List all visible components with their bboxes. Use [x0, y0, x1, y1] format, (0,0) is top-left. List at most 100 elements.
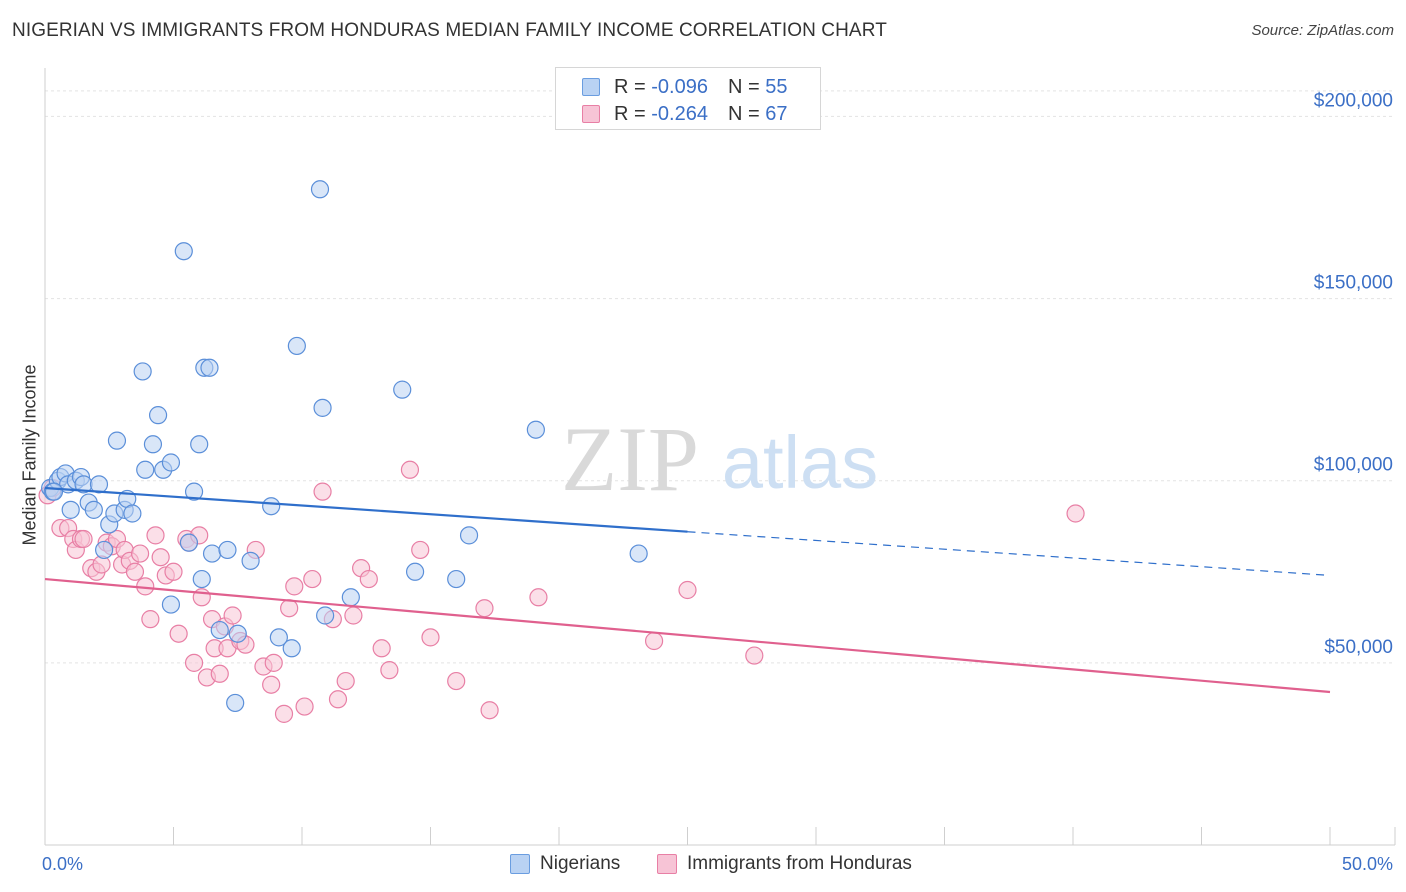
nigerian-point	[226, 693, 245, 713]
source-label: Source: ZipAtlas.com	[1251, 22, 1394, 39]
n-value: 55	[765, 75, 788, 98]
watermark-zip: ZIP	[561, 408, 699, 510]
nigerian-point	[287, 336, 306, 356]
y-tick-label: $100,000	[1314, 455, 1393, 476]
nigerians-legend-swatch	[510, 854, 530, 874]
honduras-point	[130, 544, 150, 563]
nigerian-point	[526, 420, 545, 439]
nigerian-point	[136, 460, 155, 479]
n-label: N =	[727, 102, 766, 125]
honduras-point	[151, 548, 170, 567]
stats-legend: R = -0.096 N = 55 R = -0.264 N = 67	[555, 67, 821, 130]
honduras-point	[164, 562, 183, 581]
legend-item-nigerians[interactable]: Nigerians	[510, 852, 620, 876]
nigerian-point	[202, 544, 222, 563]
watermark-atlas: atlas	[722, 421, 878, 504]
honduras-point	[745, 646, 764, 665]
honduras-legend-label: Immigrants from Honduras	[687, 853, 912, 874]
nigerian-point	[190, 435, 209, 454]
nigerian-point	[148, 406, 168, 425]
honduras-point	[678, 580, 697, 600]
honduras-legend-swatch	[657, 854, 677, 874]
honduras-point	[475, 599, 494, 618]
honduras-point	[141, 610, 160, 629]
y-tick-label: $50,000	[1324, 637, 1393, 658]
honduras-point	[411, 540, 430, 560]
nigerian-point	[393, 380, 412, 399]
x-tick-labels: 0.0% 50.0%	[42, 854, 1393, 874]
nigerian-point	[107, 431, 127, 450]
n-label: N =	[727, 75, 766, 98]
honduras-swatch	[582, 105, 600, 123]
nigerian-point	[174, 242, 193, 261]
honduras-trend-line	[44, 577, 1331, 694]
nigerian-point	[405, 562, 425, 581]
r-label: R =	[614, 75, 652, 98]
honduras-point	[529, 588, 548, 607]
honduras-point	[274, 704, 294, 723]
nigerian-point	[316, 606, 335, 625]
legend-item-honduras[interactable]: Immigrants from Honduras	[657, 852, 912, 876]
honduras-point	[336, 671, 355, 691]
nigerian-point	[269, 628, 288, 647]
axes	[44, 68, 1396, 846]
honduras-point	[400, 460, 420, 479]
honduras-point	[264, 653, 283, 672]
nigerians-legend-label: Nigerians	[540, 853, 621, 874]
y-tick-label: $200,000	[1314, 90, 1393, 111]
honduras-point	[169, 624, 188, 643]
chart-title: NIGERIAN VS IMMIGRANTS FROM HONDURAS MED…	[12, 20, 887, 41]
honduras-point	[295, 697, 314, 716]
honduras-point	[328, 690, 348, 709]
nigerian-point	[184, 482, 204, 501]
honduras-point	[380, 661, 399, 680]
nigerian-point	[161, 453, 181, 472]
nigerian-point	[310, 180, 330, 199]
honduras-point	[210, 664, 229, 683]
honduras-point	[421, 628, 440, 647]
nigerian-point	[200, 358, 219, 377]
nigerian-point	[95, 540, 114, 560]
nigerian-point	[161, 595, 181, 614]
x-tick-label-min: 0.0%	[42, 854, 83, 874]
honduras-point	[313, 482, 332, 501]
stats-legend-row-honduras: R = -0.264 N = 67	[582, 102, 787, 126]
nigerian-trend-extension	[687, 531, 1331, 577]
nigerian-point	[313, 398, 332, 417]
x-tick-label-max: 50.0%	[1342, 854, 1393, 874]
honduras-point	[280, 599, 299, 618]
nigerian-point	[262, 497, 281, 516]
honduras-point	[644, 631, 664, 651]
honduras-point	[344, 606, 363, 625]
r-label: R =	[614, 102, 652, 125]
honduras-point	[125, 562, 145, 581]
nigerian-point	[228, 624, 247, 643]
r-value: -0.264	[651, 102, 708, 125]
nigerian-point	[89, 475, 109, 494]
r-value: -0.096	[651, 75, 708, 98]
nigerian-point	[459, 526, 479, 545]
nigerian-point	[61, 500, 80, 519]
nigerian-point	[84, 500, 103, 519]
nigerian-point	[143, 435, 163, 454]
nigerian-point	[282, 639, 301, 658]
y-axis-label: Median Family Income	[19, 364, 40, 546]
nigerian-point	[192, 569, 211, 589]
honduras-point	[262, 675, 281, 694]
nigerian-point	[123, 504, 142, 523]
grid-lines	[45, 90, 1395, 664]
y-tick-labels: $50,000 $100,000 $150,000 $200,000	[1314, 90, 1393, 657]
nigerian-points	[41, 180, 648, 713]
nigerian-point	[341, 588, 360, 607]
nigerian-point	[133, 362, 152, 381]
honduras-point	[447, 671, 466, 691]
trend-lines	[44, 486, 1331, 694]
nigerian-point	[629, 544, 648, 563]
honduras-point	[480, 701, 499, 720]
honduras-point	[1066, 504, 1085, 523]
nigerian-point	[218, 540, 237, 560]
honduras-point	[359, 569, 378, 589]
watermark: ZIP atlas	[561, 408, 878, 510]
nigerian-point	[447, 569, 466, 589]
